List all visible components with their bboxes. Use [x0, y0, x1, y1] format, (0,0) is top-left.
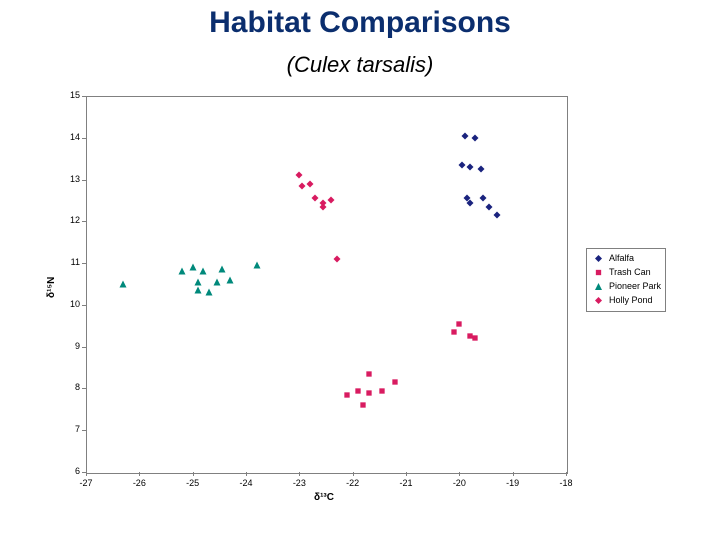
x-tick-label: -20 — [447, 478, 471, 488]
y-tick — [82, 263, 86, 264]
y-tick-label: 14 — [56, 132, 80, 142]
data-point — [307, 180, 314, 187]
y-tick-label: 8 — [56, 382, 80, 392]
x-tick-label: -27 — [74, 478, 98, 488]
y-tick — [82, 388, 86, 389]
data-point — [379, 387, 386, 394]
data-point — [219, 266, 226, 273]
page-title: Habitat Comparisons — [0, 6, 720, 40]
data-point — [467, 199, 474, 206]
legend-marker-icon — [591, 295, 605, 305]
data-point — [480, 195, 487, 202]
data-point — [227, 276, 234, 283]
y-axis-label: δ¹⁵N — [46, 277, 57, 298]
data-point — [477, 166, 484, 173]
x-tick — [193, 472, 194, 476]
data-point — [195, 278, 202, 285]
data-point — [365, 370, 372, 377]
y-tick-label: 10 — [56, 299, 80, 309]
data-point — [456, 320, 463, 327]
data-point — [365, 389, 372, 396]
data-point — [451, 329, 458, 336]
x-tick-label: -22 — [341, 478, 365, 488]
y-tick — [82, 96, 86, 97]
plot-area — [86, 96, 568, 474]
x-tick-label: -23 — [287, 478, 311, 488]
data-point — [320, 203, 327, 210]
data-point — [461, 132, 468, 139]
y-tick — [82, 180, 86, 181]
x-tick — [406, 472, 407, 476]
data-point — [485, 203, 492, 210]
data-point — [472, 134, 479, 141]
x-axis-label: δ¹³C — [314, 492, 334, 503]
legend-marker-icon — [591, 253, 605, 263]
data-point — [200, 268, 207, 275]
legend-marker-icon — [591, 267, 605, 277]
data-point — [179, 268, 186, 275]
data-point — [459, 161, 466, 168]
data-point — [312, 195, 319, 202]
data-point — [120, 281, 127, 288]
data-point — [472, 335, 479, 342]
y-tick — [82, 347, 86, 348]
legend-item: Alfalfa — [591, 251, 661, 265]
x-tick — [246, 472, 247, 476]
y-tick-label: 9 — [56, 341, 80, 351]
data-point — [195, 287, 202, 294]
legend-item: Holly Pond — [591, 293, 661, 307]
x-tick-label: -21 — [394, 478, 418, 488]
y-tick — [82, 430, 86, 431]
data-point — [392, 379, 399, 386]
x-tick — [86, 472, 87, 476]
legend-item: Trash Can — [591, 265, 661, 279]
y-tick-label: 11 — [56, 257, 80, 267]
x-tick-label: -18 — [554, 478, 578, 488]
data-point — [328, 197, 335, 204]
data-point — [253, 262, 260, 269]
legend-label: Alfalfa — [609, 253, 634, 263]
x-tick — [139, 472, 140, 476]
y-tick — [82, 221, 86, 222]
legend-label: Trash Can — [609, 267, 651, 277]
y-tick — [82, 305, 86, 306]
x-tick-label: -19 — [501, 478, 525, 488]
data-point — [205, 289, 212, 296]
data-point — [299, 182, 306, 189]
data-point — [493, 212, 500, 219]
data-point — [213, 278, 220, 285]
legend-marker-icon — [591, 281, 605, 291]
data-point — [467, 164, 474, 171]
legend-item: Pioneer Park — [591, 279, 661, 293]
data-point — [333, 255, 340, 262]
data-point — [360, 402, 367, 409]
y-tick — [82, 138, 86, 139]
x-tick-label: -25 — [181, 478, 205, 488]
page-subtitle: (Culex tarsalis) — [0, 52, 720, 78]
y-tick-label: 6 — [56, 466, 80, 476]
y-tick-label: 12 — [56, 215, 80, 225]
legend-label: Pioneer Park — [609, 281, 661, 291]
slide: { "title": "Habitat Comparisons", "subti… — [0, 0, 720, 540]
y-tick-label: 13 — [56, 174, 80, 184]
y-tick-label: 15 — [56, 90, 80, 100]
x-tick — [353, 472, 354, 476]
data-point — [296, 172, 303, 179]
legend: Alfalfa Trash Can Pioneer Park Holly Pond — [586, 248, 666, 312]
data-point — [344, 391, 351, 398]
y-tick-label: 7 — [56, 424, 80, 434]
data-point — [355, 387, 362, 394]
x-tick — [513, 472, 514, 476]
x-tick-label: -26 — [127, 478, 151, 488]
x-tick — [299, 472, 300, 476]
legend-label: Holly Pond — [609, 295, 653, 305]
x-tick-label: -24 — [234, 478, 258, 488]
x-tick — [566, 472, 567, 476]
x-tick — [459, 472, 460, 476]
data-point — [189, 264, 196, 271]
